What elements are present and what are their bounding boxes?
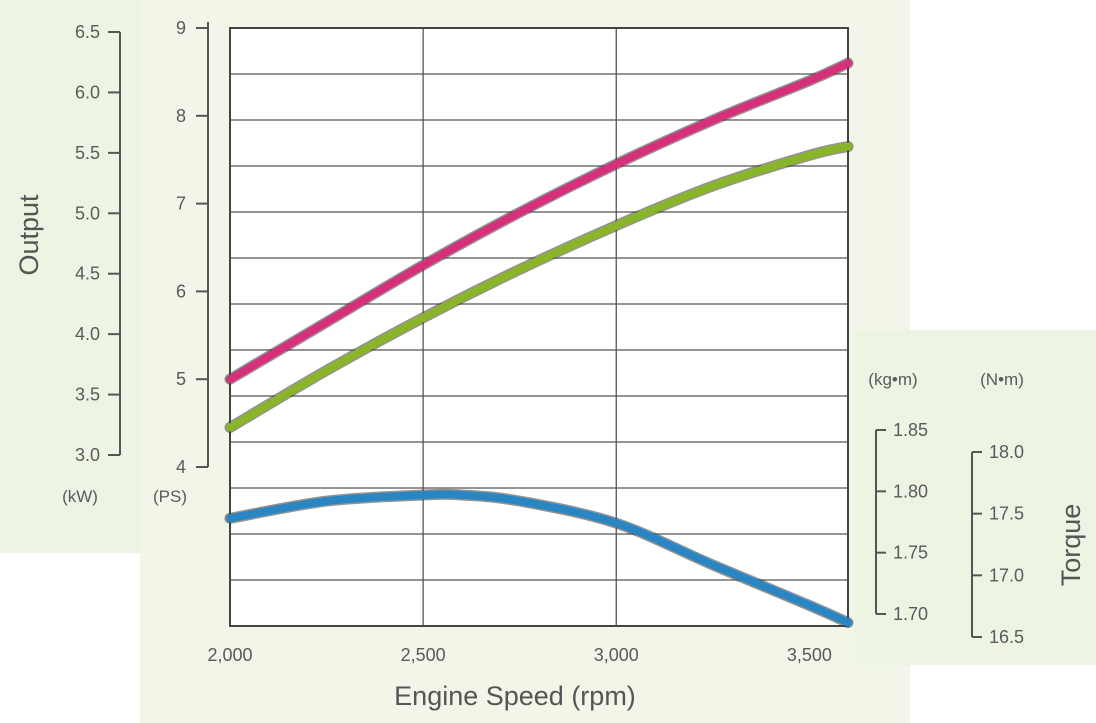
kw-tick-label: 4.5 (75, 264, 100, 284)
kw-tick-label: 5.0 (75, 203, 100, 223)
ps-unit-label: (PS) (153, 487, 187, 506)
x-axis-title: Engine Speed (rpm) (394, 681, 636, 711)
ps-tick-label: 8 (176, 106, 186, 126)
kgm-unit-label: (kg•m) (868, 370, 917, 389)
plot-frame (229, 27, 849, 627)
nm-unit-label: (N•m) (980, 370, 1024, 389)
x-ticks: 2,000 2,500 3,000 3,500 (207, 645, 831, 665)
kgm-tick-label: 1.70 (893, 604, 928, 624)
kw-tick-label: 3.0 (75, 445, 100, 465)
nm-tick-label: 18.0 (989, 442, 1024, 462)
kw-tick-label: 3.5 (75, 385, 100, 405)
series-layer (224, 57, 854, 629)
kgm-tick-label: 1.80 (893, 481, 928, 501)
x-tick-label: 3,000 (594, 645, 639, 665)
ps-tick-label: 5 (176, 369, 186, 389)
kgm-tick-label: 1.85 (893, 420, 928, 440)
kgm-ticks: 1.85 1.80 1.75 1.70 (876, 420, 928, 624)
kw-ticks: 6.5 6.0 5.5 5.0 4.5 4.0 3.5 3.0 (75, 22, 120, 465)
torque-axes: (kg•m) (N•m) 1.85 1.80 1.75 1.70 18.0 17.5 17… (868, 370, 1086, 647)
x-tick-label: 2,500 (401, 645, 446, 665)
nm-tick-label: 16.5 (989, 627, 1024, 647)
plot-background (230, 28, 848, 626)
kw-tick-label: 5.5 (75, 143, 100, 163)
nm-tick-label: 17.0 (989, 565, 1024, 585)
torque-axis-panel (855, 330, 1096, 665)
series-line-output-green (226, 142, 852, 432)
output-axes: Output 6.5 6.0 5.5 5.0 4.5 4.0 3.5 3.0 9 8 7 6 5 4 (… (14, 18, 209, 506)
kw-tick-label: 6.5 (75, 22, 100, 42)
kgm-tick-label: 1.75 (893, 543, 928, 563)
series-line-output-magenta (226, 59, 852, 384)
series-line-torque-blue (226, 490, 852, 627)
ps-tick-label: 4 (176, 457, 186, 477)
ps-tick-label: 6 (176, 281, 186, 301)
output-axis-title: Output (14, 194, 44, 276)
torque-axis-title: Torque (1056, 504, 1086, 587)
nm-tick-label: 17.5 (989, 504, 1024, 524)
ps-tick-label: 9 (176, 18, 186, 38)
ps-tick-label: 7 (176, 194, 186, 214)
nm-ticks: 18.0 17.5 17.0 16.5 (972, 442, 1024, 647)
plot-area (229, 27, 849, 627)
kw-tick-label: 4.0 (75, 324, 100, 344)
x-tick-label: 2,000 (207, 645, 252, 665)
x-tick-label: 3,500 (787, 645, 832, 665)
x-axis: 2,000 2,500 3,000 3,500 Engine Speed (rpm) (207, 645, 831, 711)
kw-unit-label: (kW) (62, 487, 98, 506)
ps-ticks: 9 8 7 6 5 4 (176, 18, 208, 477)
kw-tick-label: 6.0 (75, 82, 100, 102)
